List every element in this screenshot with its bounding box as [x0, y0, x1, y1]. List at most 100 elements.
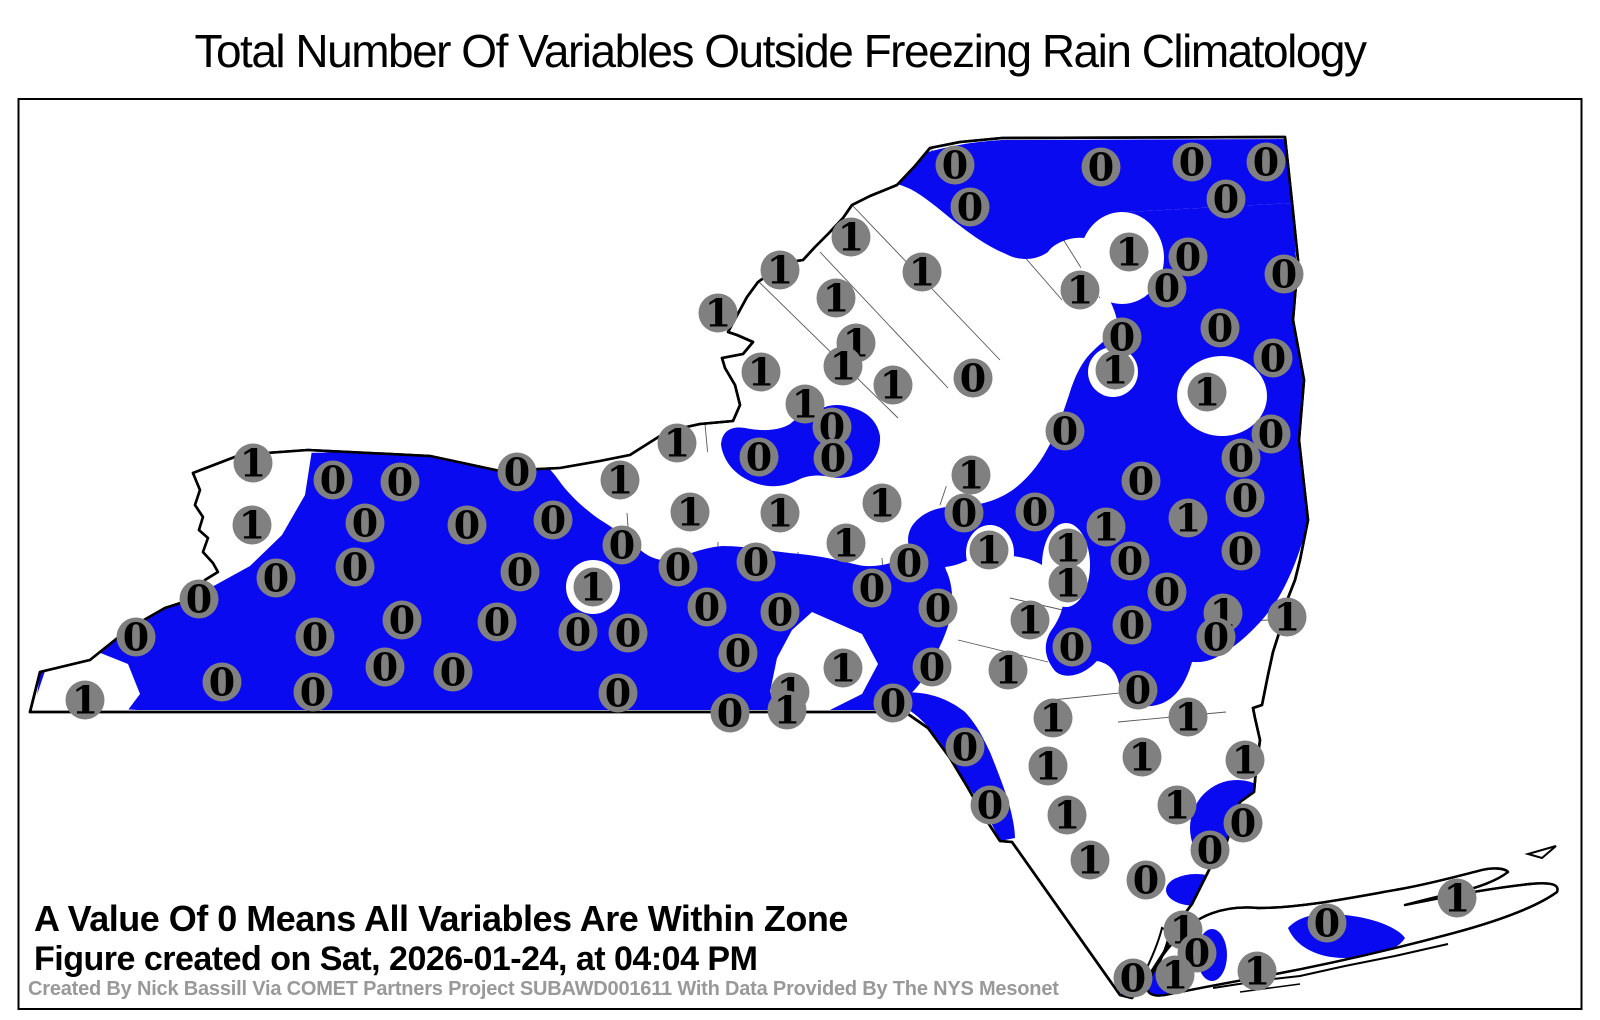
station-marker: 0	[293, 670, 333, 715]
station-marker: 0	[1147, 266, 1187, 311]
station-marker-value: 0	[1154, 266, 1180, 311]
station-marker-value: 1	[705, 291, 731, 336]
station-marker-circle	[816, 278, 856, 318]
station-marker: 0	[256, 556, 296, 601]
station-marker-circle	[1010, 600, 1050, 640]
station-marker-circle	[1033, 698, 1073, 738]
station-marker: 1	[826, 521, 866, 566]
station-marker-circle	[1251, 414, 1291, 454]
station-marker-value: 0	[957, 185, 983, 230]
station-marker: 1	[741, 350, 781, 395]
station-marker: 0	[365, 645, 405, 690]
station-marker: 1	[816, 276, 856, 321]
station-marker-value: 0	[209, 660, 235, 705]
station-marker: 1	[1168, 695, 1208, 740]
station-marker-value: 0	[896, 541, 922, 586]
station-marker-value: 0	[263, 556, 289, 601]
station-marker-value: 0	[1133, 858, 1159, 903]
station-marker-circle	[1081, 147, 1121, 187]
station-marker-value: 0	[352, 501, 378, 546]
station-marker-circle	[813, 438, 853, 478]
station-marker: 0	[1147, 570, 1187, 615]
station-marker: 0	[380, 460, 420, 505]
station-marker-circle	[1196, 617, 1236, 657]
station-marker-value: 0	[1022, 490, 1048, 535]
station-marker: 0	[1225, 476, 1265, 521]
station-marker: 0	[1045, 409, 1085, 454]
station-marker-circle	[710, 693, 750, 733]
station-marker: 0	[912, 645, 952, 690]
station-marker-circle	[1028, 746, 1068, 786]
station-marker: 1	[767, 688, 807, 733]
station-marker: 1	[823, 344, 863, 389]
station-marker-value: 0	[1119, 603, 1145, 648]
station-marker-value: 1	[774, 688, 800, 733]
station-marker: 0	[889, 541, 929, 586]
station-marker: 0	[760, 590, 800, 635]
station-marker-circle	[1047, 795, 1087, 835]
station-marker: 0	[739, 435, 779, 480]
attribution-credit: Created By Nick Bassill Via COMET Partne…	[28, 978, 1059, 1000]
station-marker-value: 1	[1129, 735, 1155, 780]
station-marker: 0	[500, 550, 540, 595]
station-marker: 0	[718, 631, 758, 676]
station-marker-value: 0	[746, 435, 772, 480]
station-marker: 0	[295, 615, 335, 660]
station-marker-circle	[116, 617, 156, 657]
station-marker: 0	[935, 143, 975, 188]
barrier-islands-2	[1239, 983, 1301, 993]
station-marker-value: 1	[833, 521, 859, 566]
station-marker-circle	[1048, 528, 1088, 568]
station-marker: 0	[1190, 828, 1230, 873]
station-marker-circle	[739, 437, 779, 477]
station-marker-circle	[365, 647, 405, 687]
station-marker: 1	[902, 250, 942, 295]
station-marker-circle	[687, 587, 727, 627]
station-marker: 1	[1437, 876, 1477, 921]
station-marker-value: 0	[1203, 615, 1229, 660]
state-outline-stroke	[28, 135, 1310, 1000]
station-marker-circle	[256, 558, 296, 598]
li-east-islet	[1524, 845, 1557, 860]
station-marker-value: 1	[1232, 738, 1258, 783]
station-marker: 0	[1264, 252, 1304, 297]
station-marker: 1	[233, 441, 273, 486]
station-marker-circle	[433, 652, 473, 692]
station-marker-value: 0	[694, 585, 720, 630]
station-marker-value: 0	[1197, 828, 1223, 873]
station-marker-circle	[1155, 955, 1195, 995]
station-marker-value: 0	[919, 645, 945, 690]
station-marker: 1	[1048, 526, 1088, 571]
station-marker-circle	[1147, 268, 1187, 308]
station-marker-circle	[313, 460, 353, 500]
station-marker: 0	[433, 650, 473, 695]
station-marker-circle	[1112, 605, 1152, 645]
station-marker-circle	[862, 483, 902, 523]
station-marker-circle	[988, 650, 1028, 690]
station-marker-circle	[1221, 438, 1261, 478]
station-marker-circle	[935, 145, 975, 185]
station-marker-value: 1	[838, 215, 864, 260]
station-marker-value: 1	[664, 421, 690, 466]
station-marker: 0	[1110, 539, 1150, 584]
station-marker-circle	[1172, 142, 1212, 182]
annotation-line-1: A Value Of 0 Means All Variables Are Wit…	[34, 898, 848, 939]
station-marker-value: 1	[767, 248, 793, 293]
station-marker: 0	[1015, 490, 1055, 535]
station-marker-value: 1	[72, 678, 98, 723]
station-marker: 0	[477, 600, 517, 645]
station-marker-value: 0	[665, 545, 691, 590]
station-marker: 1	[1010, 598, 1050, 643]
station-marker-value: 0	[504, 450, 530, 495]
station-marker-value: 1	[240, 441, 266, 486]
station-marker-circle	[785, 384, 825, 424]
station-marker: 0	[447, 503, 487, 548]
station-marker-circle	[345, 503, 385, 543]
station-marker-value: 1	[1055, 526, 1081, 571]
station-marker-circle	[608, 613, 648, 653]
station-marker: 1	[1047, 793, 1087, 838]
station-marker-circle	[736, 542, 776, 582]
station-marker-value: 0	[1253, 140, 1279, 185]
station-marker: 1	[831, 215, 871, 260]
